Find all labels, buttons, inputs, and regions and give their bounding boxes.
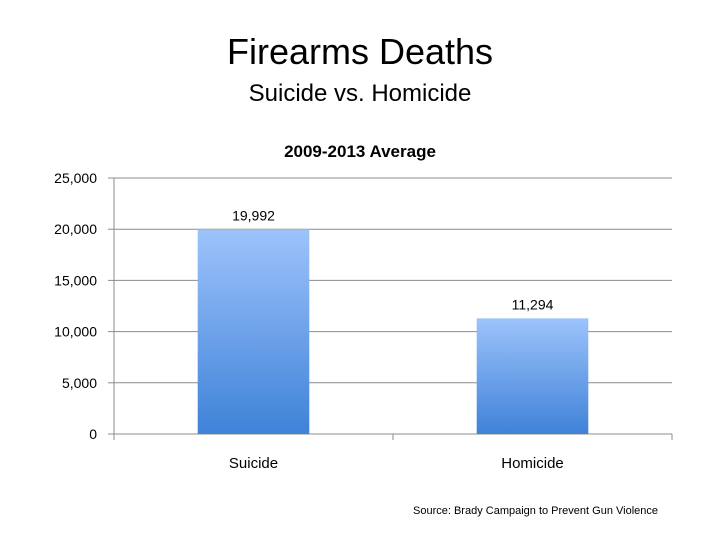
bars bbox=[197, 229, 589, 434]
category-label: Suicide bbox=[229, 455, 278, 472]
y-tick-label: 25,000 bbox=[54, 170, 97, 186]
bar-suicide bbox=[197, 229, 310, 434]
y-tick-label: 20,000 bbox=[54, 221, 97, 237]
category-label: Homicide bbox=[501, 455, 564, 472]
bar-chart-svg: 2009-2013 Average 0 5,000 10,000 15,000 20,0… bbox=[54, 142, 673, 472]
slide-title: Firearms Deaths bbox=[226, 31, 494, 72]
source-note: Source: Brady Campaign to Prevent Gun Vi… bbox=[413, 505, 658, 517]
y-tick-label: 10,000 bbox=[54, 324, 97, 340]
y-tick-label: 15,000 bbox=[54, 272, 97, 288]
labels: 0 5,000 10,000 15,000 20,000 25,000 19,992 Suic… bbox=[54, 170, 564, 472]
chart-title: 2009-2013 Average bbox=[284, 142, 436, 161]
y-tick-label: 0 bbox=[89, 426, 97, 442]
bar-chart: 2009-2013 Average 0 5,000 10,000 15,000 20,0… bbox=[0, 130, 720, 480]
y-tick-label: 5,000 bbox=[62, 375, 97, 391]
data-label: 19,992 bbox=[232, 207, 275, 223]
slide-subtitle: Suicide vs. Homicide bbox=[248, 80, 472, 107]
bar-homicide bbox=[476, 318, 589, 434]
data-label: 11,294 bbox=[512, 296, 554, 312]
